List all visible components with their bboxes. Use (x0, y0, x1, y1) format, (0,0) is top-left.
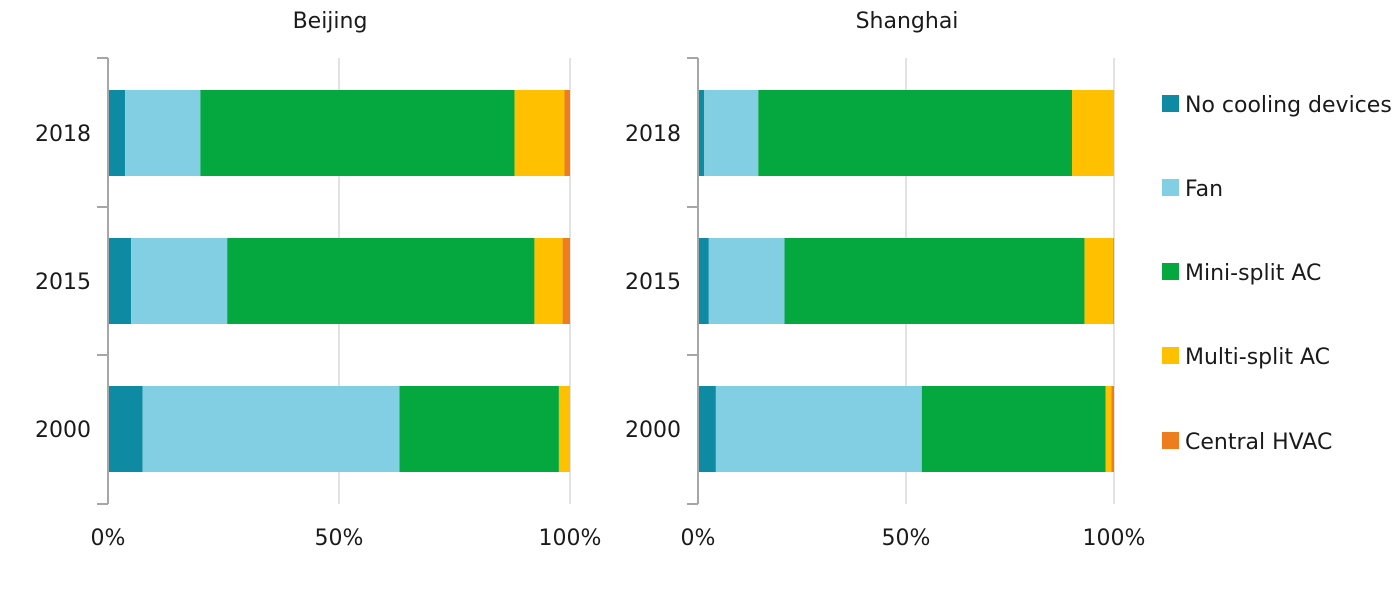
beijing-bar-2015-no-cooling-devices (108, 238, 132, 324)
shanghai-bar-2000-mini-split-ac (921, 386, 1106, 472)
beijing-bar-2015-mini-split-ac (227, 238, 535, 324)
legend-label-mini-split-ac: Mini-split AC (1185, 261, 1321, 286)
beijing-bar-2000-no-cooling-devices (108, 386, 143, 472)
beijing-bar-2018-multi-split-ac (514, 90, 565, 176)
beijing-bar-2015-multi-split-ac (534, 238, 563, 324)
legend-swatch-multi-split-ac (1162, 347, 1179, 364)
beijing-category-label-2015: 2015 (35, 270, 91, 295)
shanghai-bar-2000-no-cooling-devices (698, 386, 716, 472)
shanghai-category-label-2018: 2018 (625, 122, 681, 147)
legend-swatch-no-cooling-devices (1162, 95, 1179, 112)
shanghai-bar-2015-no-cooling-devices (698, 238, 709, 324)
shanghai-bar-2000-central-hvac (1111, 386, 1114, 472)
legend-swatch-fan (1162, 179, 1179, 196)
shanghai-bar-2018-multi-split-ac (1071, 90, 1114, 176)
legend-label-no-cooling-devices: No cooling devices (1185, 93, 1392, 118)
beijing-bar-2018-no-cooling-devices (108, 90, 126, 176)
beijing-bar-2018-central-hvac (564, 90, 570, 176)
beijing-x-tick-label-100: 100% (539, 526, 602, 551)
shanghai-bar-2015-central-hvac (1113, 238, 1114, 324)
shanghai-x-tick-label-50: 50% (882, 526, 931, 551)
beijing-x-tick-label-50: 50% (315, 526, 364, 551)
beijing-category-label-2000: 2000 (35, 418, 91, 443)
shanghai-bar-2015-fan (708, 238, 785, 324)
beijing-bar-2015-fan (131, 238, 228, 324)
shanghai-x-tick-label-0: 0% (681, 526, 716, 551)
shanghai-category-label-2015: 2015 (625, 270, 681, 295)
shanghai-x-tick-label-100: 100% (1083, 526, 1146, 551)
shanghai-bar-2018-no-cooling-devices (698, 90, 705, 176)
shanghai-category-label-2000: 2000 (625, 418, 681, 443)
beijing-x-tick-label-0: 0% (91, 526, 126, 551)
shanghai-bar-2018-fan (704, 90, 759, 176)
legend-label-fan: Fan (1185, 177, 1223, 202)
legend-label-multi-split-ac: Multi-split AC (1185, 345, 1330, 370)
beijing-bar-2015-central-hvac (562, 238, 570, 324)
beijing-title: Beijing (293, 9, 368, 34)
beijing-bar-2000-mini-split-ac (399, 386, 559, 472)
shanghai-bar-2018-mini-split-ac (758, 90, 1072, 176)
shanghai-bar-2015-mini-split-ac (784, 238, 1085, 324)
legend-swatch-mini-split-ac (1162, 263, 1179, 280)
beijing-bar-2000-multi-split-ac (558, 386, 570, 472)
beijing-category-label-2018: 2018 (35, 122, 91, 147)
shanghai-bar-2000-fan (715, 386, 922, 472)
shanghai-title: Shanghai (856, 9, 959, 34)
beijing-bar-2018-fan (125, 90, 201, 176)
beijing-bar-2018-mini-split-ac (200, 90, 515, 176)
shanghai-bar-2000-multi-split-ac (1105, 386, 1112, 472)
legend-label-central-hvac: Central HVAC (1185, 430, 1332, 455)
shanghai-bar-2015-multi-split-ac (1084, 238, 1114, 324)
beijing-bar-2000-fan (142, 386, 400, 472)
legend-swatch-central-hvac (1162, 432, 1179, 449)
